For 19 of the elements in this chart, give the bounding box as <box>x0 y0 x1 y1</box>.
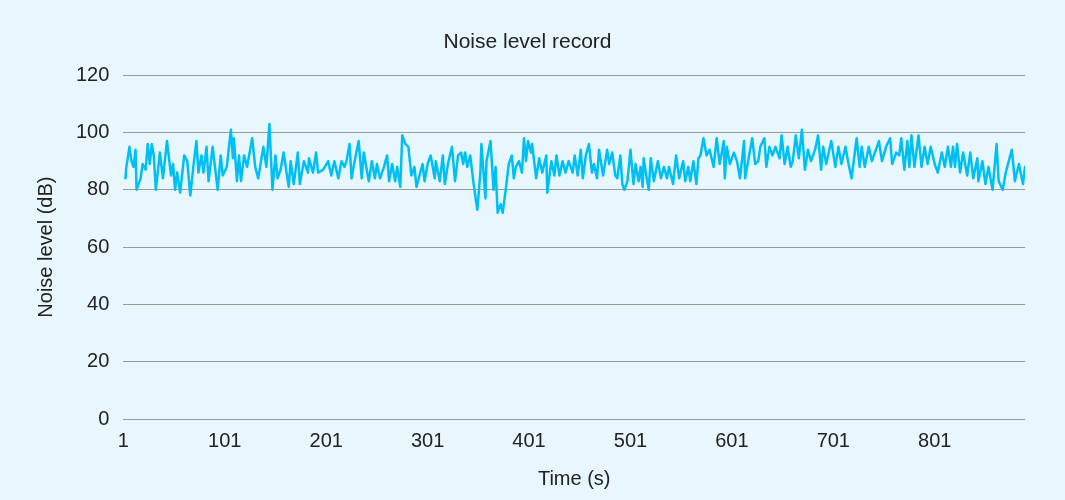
x-tick-label: 201 <box>309 428 343 451</box>
x-tick-label: 601 <box>715 428 749 451</box>
chart-title: Noise level record <box>443 29 612 53</box>
x-tick-label: 101 <box>208 428 242 451</box>
x-tick-label: 701 <box>816 428 850 451</box>
x-tick-label: 801 <box>918 428 952 451</box>
y-tick-label: 120 <box>75 62 110 85</box>
x-tick-label: 1 <box>117 428 129 451</box>
y-axis-title: Noise level (dB) <box>33 176 56 318</box>
y-tick-label: 20 <box>87 349 110 372</box>
y-tick-label: 80 <box>87 177 110 200</box>
x-tick-label: 401 <box>512 428 546 451</box>
x-axis-title: Time (s) <box>537 466 611 489</box>
x-tick-label: 501 <box>613 428 648 451</box>
y-tick-label: 60 <box>87 234 110 257</box>
y-tick-label: 40 <box>87 291 110 314</box>
y-tick-label: 0 <box>98 406 110 429</box>
y-tick-label: 100 <box>75 120 110 143</box>
x-tick-label: 301 <box>410 428 445 451</box>
